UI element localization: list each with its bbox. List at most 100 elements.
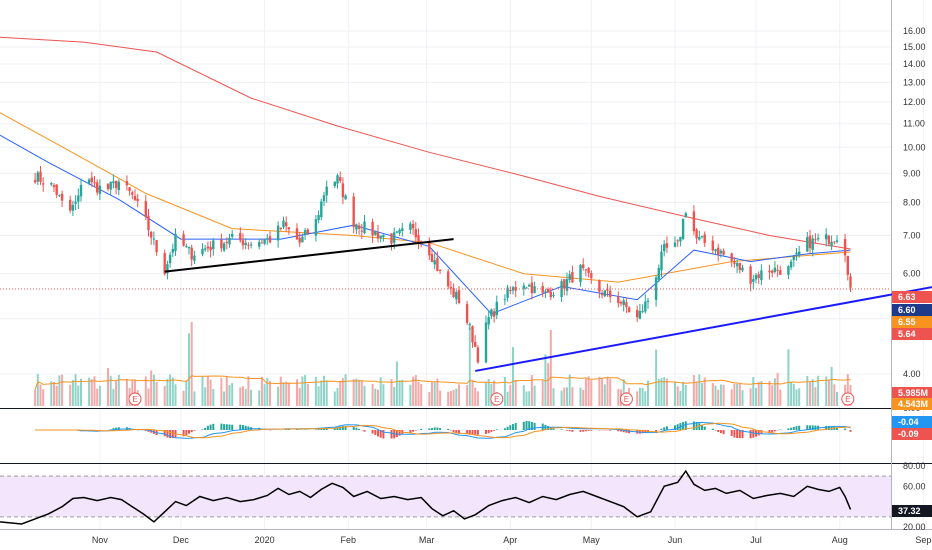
macd-histogram-bar (503, 428, 506, 430)
time-tick-label: Feb (341, 535, 357, 545)
volume-bar (266, 377, 269, 406)
volume-bar (298, 388, 301, 406)
macd-histogram-bar (579, 430, 582, 432)
candle-body (738, 262, 741, 271)
volume-bar (220, 377, 223, 406)
macd-histogram-bar (698, 423, 701, 430)
volume-bar (701, 382, 703, 406)
volume-bar (617, 388, 620, 406)
macd-histogram-bar (247, 426, 250, 430)
candle-body (182, 234, 185, 246)
volume-bar (665, 378, 668, 406)
macd-histogram-bar (736, 430, 739, 439)
macd-histogram-bar (695, 421, 698, 430)
volume-bar (568, 374, 571, 406)
volume-bar (830, 366, 833, 406)
volume-bar (74, 374, 77, 406)
moving-average-layer (0, 36, 851, 315)
candle-body (155, 240, 158, 253)
macd-histogram-bar (485, 430, 487, 434)
volume-bar (547, 363, 550, 406)
candle-body (787, 266, 790, 275)
macd-histogram-bar (617, 430, 620, 432)
price-tick-label: 15.00 (903, 42, 926, 52)
candle-body (795, 252, 798, 255)
macd-histogram-bar (787, 428, 790, 430)
macd-histogram-bar (752, 430, 755, 438)
volume-bar (225, 376, 228, 406)
macd-histogram-bar (182, 430, 185, 437)
macd-histogram-bar (431, 428, 433, 430)
volume-bar (360, 380, 363, 406)
volume-bar (39, 384, 42, 406)
price-badge: 6.55 (898, 317, 916, 327)
candle-body (58, 195, 61, 197)
volume-bar (244, 389, 247, 406)
volume-bar (825, 376, 828, 406)
volume-bar (34, 389, 37, 406)
volume-badge: 5.985M (898, 388, 928, 398)
volume-bar (304, 375, 307, 406)
volume-bar (414, 375, 417, 406)
volume-bar (485, 382, 487, 406)
grid-layer (0, 0, 932, 530)
volume-bar (714, 385, 717, 406)
macd-histogram-bar (525, 420, 528, 430)
volume-bar (277, 386, 280, 406)
volume-bar (90, 379, 93, 406)
macd-histogram-bar (625, 430, 628, 433)
macd-histogram-bar (514, 422, 517, 430)
candle-body (476, 347, 480, 363)
macd-histogram-bar (663, 427, 666, 430)
candle-body (249, 244, 253, 246)
volume-bar (150, 370, 153, 406)
volume-bar (638, 387, 641, 406)
volume-bar (439, 390, 442, 406)
volume-bar (738, 384, 741, 406)
volume-bar (760, 381, 763, 406)
volume-bar (36, 374, 39, 406)
macd-histogram-bar (339, 426, 342, 430)
candle-body (447, 271, 450, 287)
candle-body (673, 242, 677, 247)
candle-body (754, 274, 758, 280)
candle-body (371, 221, 374, 236)
volume-bar (109, 375, 112, 406)
macd-histogram-bar (209, 424, 212, 430)
candle-body (600, 293, 604, 296)
candle-body (357, 225, 361, 229)
volume-bar (231, 383, 234, 406)
candle-body (355, 224, 358, 230)
volume-bar (282, 382, 285, 406)
price-tick-label: 12.00 (903, 97, 926, 107)
macd-histogram-bar (495, 429, 498, 430)
candle-body (98, 185, 102, 194)
candle-body (52, 185, 56, 188)
volume-bar (684, 384, 687, 406)
macd-histogram-bar (798, 425, 801, 430)
candle-body (474, 342, 477, 347)
candle-body (163, 253, 166, 274)
candle-body (282, 220, 285, 228)
candle-body (190, 247, 193, 260)
volume-bar (412, 376, 415, 406)
rsi-tick-label: 60.00 (903, 481, 926, 491)
macd-histogram-bar (468, 430, 471, 435)
candle-body (843, 238, 847, 256)
candle-body (700, 236, 704, 238)
volume-bar (363, 385, 366, 406)
candle-body (285, 222, 288, 227)
candle-body (522, 285, 525, 289)
volume-bar (201, 376, 204, 406)
candle-body (679, 236, 682, 242)
macd-histogram-bar (109, 429, 112, 430)
volume-bar (533, 385, 536, 406)
volume-bar (96, 388, 99, 406)
candle-body (376, 232, 380, 239)
price-badge-bg (892, 291, 932, 303)
price-badge-bg (892, 328, 932, 340)
macd-histogram-bar (439, 428, 442, 430)
candle-body (247, 244, 250, 246)
volume-moving-average (34, 375, 851, 390)
candle-body (241, 240, 245, 246)
